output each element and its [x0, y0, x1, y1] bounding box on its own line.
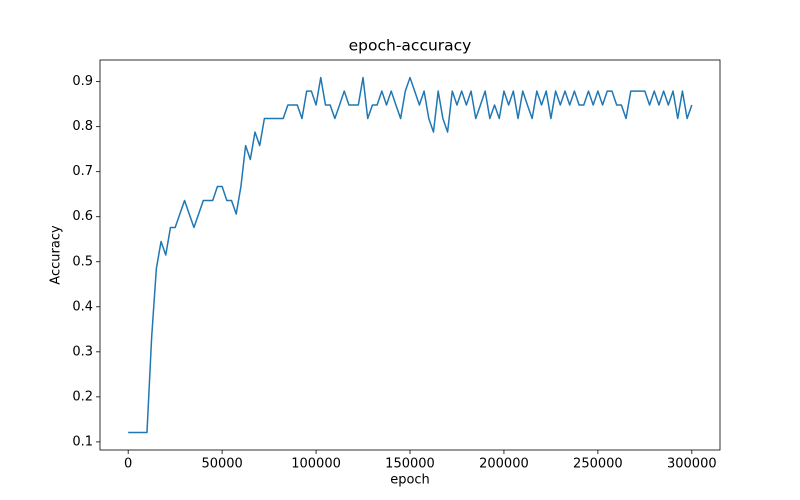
- axes-frame: [99, 59, 721, 451]
- y-tick-label: 0.6: [72, 209, 93, 224]
- y-tick-label: 0.9: [72, 74, 93, 89]
- y-tick-label: 0.4: [72, 299, 93, 314]
- x-tick-label: 150000: [385, 457, 435, 472]
- x-tick-label: 250000: [573, 457, 623, 472]
- x-tick-label: 200000: [479, 457, 529, 472]
- x-tick-label: 300000: [667, 457, 717, 472]
- x-tick-label: 50000: [201, 457, 242, 472]
- y-tick-label: 0.7: [72, 164, 93, 179]
- y-tick-label: 0.5: [72, 254, 93, 269]
- x-tick-label: 0: [124, 457, 132, 472]
- accuracy-line: [128, 76, 693, 434]
- chart-title: epoch-accuracy: [349, 37, 472, 55]
- x-tick-label: 100000: [291, 457, 341, 472]
- y-tick-label: 0.1: [72, 434, 93, 449]
- y-tick-label: 0.3: [72, 344, 93, 359]
- x-axis-label: epoch: [390, 473, 430, 488]
- y-tick-label: 0.8: [72, 119, 93, 134]
- y-tick-label: 0.2: [72, 389, 93, 404]
- y-axis-label: Accuracy: [49, 225, 64, 285]
